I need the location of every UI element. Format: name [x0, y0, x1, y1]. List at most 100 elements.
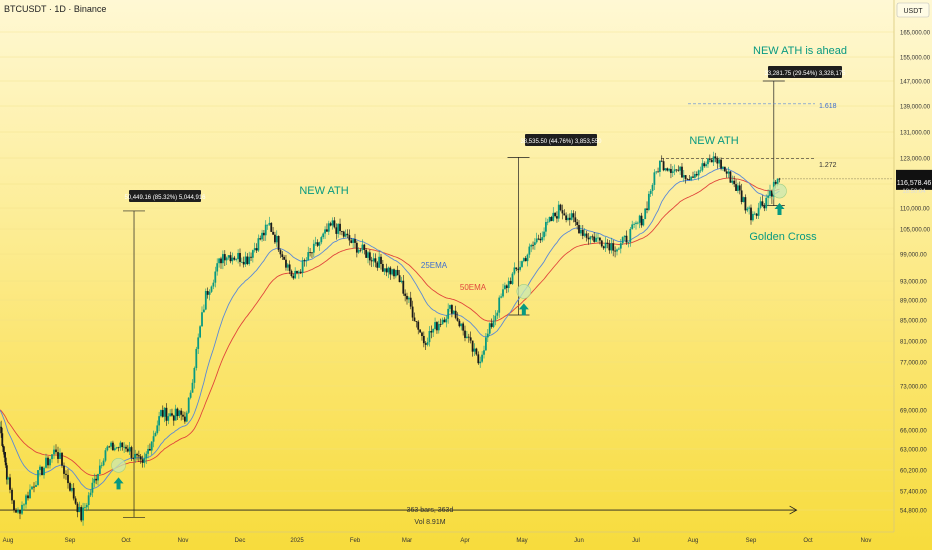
candle-body — [744, 197, 747, 211]
candle-body — [329, 223, 332, 226]
candle-body — [735, 184, 737, 191]
candle-body — [239, 252, 241, 262]
candle-body — [248, 256, 251, 264]
candle-body — [206, 291, 209, 295]
candle-body — [708, 158, 711, 160]
candle-body — [475, 348, 478, 355]
candle-body — [350, 240, 353, 243]
candle-body — [443, 319, 446, 323]
candle-body — [400, 280, 403, 283]
candle-body — [261, 232, 263, 240]
candle-body — [500, 296, 502, 298]
candle-body — [134, 454, 137, 459]
currency-button[interactable] — [896, 2, 930, 18]
candle-body — [380, 256, 382, 264]
candle-body — [91, 482, 94, 493]
candle-body — [126, 448, 129, 452]
y-tick-label: 69,000.00 — [900, 409, 927, 415]
y-tick-label: 155,000.00 — [900, 56, 931, 62]
candle-body — [723, 166, 726, 172]
candle-body — [257, 238, 260, 251]
candle-body — [263, 232, 265, 236]
candle-body — [693, 174, 696, 178]
candle-body — [458, 320, 461, 327]
candle-body — [718, 159, 721, 164]
candle-body — [95, 478, 98, 481]
candle-body — [193, 367, 196, 383]
candle-body — [288, 264, 291, 271]
candle-body — [250, 256, 252, 258]
candle-body — [668, 168, 670, 171]
y-tick-label: 81,000.00 — [900, 340, 927, 346]
candle-body — [318, 242, 321, 246]
range-bars-label: 363 bars, 363d — [407, 507, 454, 514]
candle-body — [17, 510, 19, 513]
candle-body — [748, 207, 751, 209]
candle-body — [543, 231, 545, 238]
candle-body — [568, 217, 571, 220]
candle-body — [627, 242, 630, 243]
candle-body — [324, 229, 326, 234]
candle-body — [695, 174, 698, 176]
fib-levels — [661, 103, 815, 159]
candle-body — [80, 507, 83, 521]
candle-body — [699, 170, 702, 172]
candle-body — [31, 486, 33, 490]
y-tick-label: 63,000.00 — [900, 448, 927, 454]
candle-body — [137, 455, 140, 457]
candle-body — [705, 164, 707, 167]
candle-body — [616, 249, 618, 252]
candle-body — [445, 318, 448, 323]
candle-body — [214, 271, 217, 283]
candle-body — [532, 244, 534, 246]
candle-body — [49, 459, 51, 466]
grid — [0, 31, 894, 511]
fib-1618-label: 1.618 — [819, 103, 837, 110]
candle-body — [296, 270, 298, 274]
candle-body — [546, 221, 549, 223]
candle-body — [765, 197, 768, 209]
candle-body — [326, 229, 328, 232]
candle-body — [581, 229, 584, 236]
candle-body — [270, 222, 273, 232]
candle-body — [492, 320, 495, 327]
candle-body — [25, 495, 27, 505]
candle-body — [113, 448, 116, 451]
markers — [111, 178, 894, 490]
candle-body — [750, 207, 752, 221]
candle-body — [112, 442, 114, 451]
y-tick-label: 99,000.00 — [900, 253, 927, 259]
candle-body — [521, 261, 523, 267]
x-tick-label: Apr — [460, 538, 469, 544]
candle-body — [664, 168, 667, 171]
candle-body — [185, 412, 188, 422]
candle-body — [610, 243, 613, 251]
candle-body — [574, 217, 577, 223]
candle-body — [45, 457, 47, 468]
candle-body — [646, 208, 648, 210]
candle-body — [39, 466, 41, 471]
candle-body — [199, 326, 201, 338]
candle-body — [389, 267, 392, 275]
symbol-title: BTCUSDT · 1D · Binance — [4, 4, 107, 14]
candle-body — [509, 280, 512, 284]
candle-body — [655, 171, 658, 173]
candle-body — [5, 465, 8, 480]
candle-body — [692, 176, 694, 178]
candle-body — [436, 322, 438, 331]
candle-body — [644, 208, 647, 219]
candle-body — [69, 483, 71, 491]
candle-body — [625, 235, 628, 243]
candle-body — [147, 448, 149, 454]
candle-body — [275, 235, 278, 243]
candle-body — [197, 337, 200, 349]
candle-body — [608, 243, 611, 251]
candle-body — [441, 319, 444, 325]
candle-body — [314, 242, 317, 244]
candle-body — [451, 305, 453, 314]
candle-body — [513, 267, 516, 274]
candle-body — [572, 213, 575, 218]
